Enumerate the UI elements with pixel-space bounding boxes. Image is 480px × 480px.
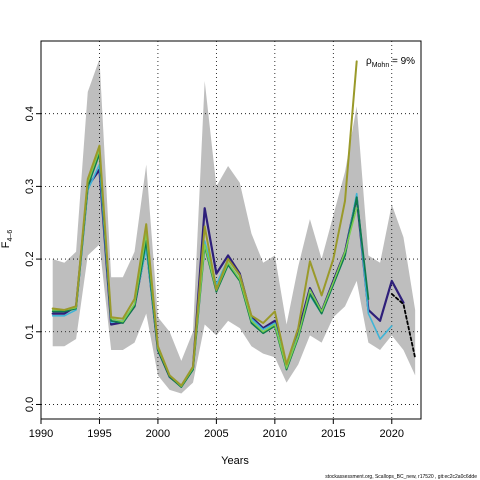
y-axis-title-main: F xyxy=(0,241,12,248)
y-tick-label: 0.2 xyxy=(24,251,36,266)
series-line-5 xyxy=(51,60,358,387)
y-tick-label: 0.4 xyxy=(24,106,36,121)
axis-layer: 1990 1995 2000 2005 2010 2015 2020 0.0 0.1 0.2 0.3… xyxy=(24,106,404,440)
x-tick-label: 2015 xyxy=(321,428,345,440)
x-tick-label: 2010 xyxy=(263,428,287,440)
y-tick-label: 0.0 xyxy=(24,397,36,412)
footnote: stockassessment.org, Scallops_BC_new, r1… xyxy=(325,474,477,480)
mohn-rho-symbol: ρ xyxy=(366,56,372,67)
y-tick-label: 0.1 xyxy=(24,324,36,339)
y-tick-label: 0.3 xyxy=(24,179,36,194)
confidence-band xyxy=(52,59,416,394)
mohn-rho-subscript: Mohn xyxy=(372,62,390,69)
grid-layer xyxy=(40,41,421,419)
y-axis-title: F4–6 xyxy=(0,230,14,249)
series-layer xyxy=(51,60,417,388)
x-tick-label: 1990 xyxy=(29,428,53,440)
confidence-band-layer xyxy=(52,59,416,394)
x-axis-title: Years xyxy=(221,455,249,467)
plot-frame xyxy=(40,40,422,420)
x-tick-label: 1995 xyxy=(87,428,111,440)
x-tick-label: 2020 xyxy=(380,428,404,440)
series-line-6 xyxy=(390,293,417,359)
x-tick-label: 2005 xyxy=(204,428,228,440)
x-tick-label: 2000 xyxy=(146,428,170,440)
mohn-rho-annotation: ρMohn = 9% xyxy=(366,56,415,69)
y-axis-title-subscript: 4–6 xyxy=(7,230,14,242)
mohn-rho-value: = 9% xyxy=(389,56,415,67)
